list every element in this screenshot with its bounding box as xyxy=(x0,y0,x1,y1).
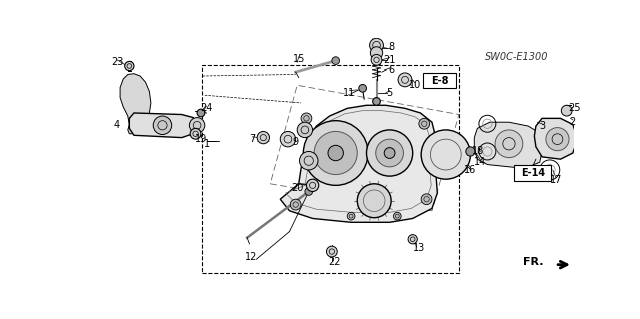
Text: SW0C-E1300: SW0C-E1300 xyxy=(485,52,548,62)
Polygon shape xyxy=(534,118,576,159)
Circle shape xyxy=(466,147,475,156)
Circle shape xyxy=(394,212,401,220)
Circle shape xyxy=(372,98,380,105)
Text: 17: 17 xyxy=(550,175,562,185)
Text: 3: 3 xyxy=(539,121,545,131)
Circle shape xyxy=(421,130,470,179)
Text: 13: 13 xyxy=(413,243,425,254)
Text: 25: 25 xyxy=(568,103,580,113)
Circle shape xyxy=(197,109,205,117)
Text: 8: 8 xyxy=(388,42,394,52)
Circle shape xyxy=(190,128,201,139)
Circle shape xyxy=(371,47,383,59)
Circle shape xyxy=(367,130,413,176)
Circle shape xyxy=(384,148,395,159)
Circle shape xyxy=(303,121,368,185)
Circle shape xyxy=(314,131,357,174)
Text: 4: 4 xyxy=(114,120,120,130)
Circle shape xyxy=(332,57,340,64)
Text: 12: 12 xyxy=(245,252,257,262)
Text: 11: 11 xyxy=(344,88,356,98)
Text: 24: 24 xyxy=(200,103,212,113)
Text: 10: 10 xyxy=(409,80,421,90)
FancyBboxPatch shape xyxy=(515,165,551,181)
Circle shape xyxy=(371,55,382,65)
Circle shape xyxy=(561,105,572,116)
Text: 14: 14 xyxy=(474,157,486,167)
Circle shape xyxy=(189,118,205,133)
Text: 19: 19 xyxy=(195,134,207,144)
Text: 22: 22 xyxy=(328,257,340,267)
Text: 15: 15 xyxy=(292,54,305,64)
Text: 18: 18 xyxy=(472,146,484,157)
Circle shape xyxy=(153,116,172,135)
FancyBboxPatch shape xyxy=(424,73,456,88)
Text: 6: 6 xyxy=(388,65,394,75)
Circle shape xyxy=(495,130,523,158)
Polygon shape xyxy=(120,74,151,134)
Text: 5: 5 xyxy=(387,88,393,98)
Circle shape xyxy=(357,184,391,218)
Circle shape xyxy=(280,131,296,147)
Text: E-14: E-14 xyxy=(521,168,545,178)
Text: 9: 9 xyxy=(292,137,299,147)
Circle shape xyxy=(348,212,355,220)
Circle shape xyxy=(398,73,412,87)
Circle shape xyxy=(546,128,569,151)
Circle shape xyxy=(421,194,432,204)
Text: 23: 23 xyxy=(111,57,124,67)
Circle shape xyxy=(297,122,312,137)
Circle shape xyxy=(326,246,337,257)
Circle shape xyxy=(419,118,429,129)
Bar xyxy=(202,65,459,273)
Circle shape xyxy=(307,179,319,191)
Circle shape xyxy=(369,38,383,52)
Text: 16: 16 xyxy=(465,165,477,175)
Text: 7: 7 xyxy=(250,134,255,144)
Circle shape xyxy=(305,188,312,195)
Circle shape xyxy=(408,235,417,244)
Circle shape xyxy=(301,113,312,124)
Text: E-8: E-8 xyxy=(431,76,449,85)
Circle shape xyxy=(300,152,318,170)
Text: 20: 20 xyxy=(291,183,303,193)
Circle shape xyxy=(125,61,134,70)
Text: 21: 21 xyxy=(383,55,396,65)
Text: FR.: FR. xyxy=(523,257,543,267)
Text: 2: 2 xyxy=(570,117,576,127)
Text: 1: 1 xyxy=(204,139,210,149)
Polygon shape xyxy=(280,105,437,222)
Circle shape xyxy=(257,131,269,144)
Circle shape xyxy=(291,199,301,210)
Polygon shape xyxy=(129,113,196,137)
Circle shape xyxy=(376,139,403,167)
Polygon shape xyxy=(474,122,542,168)
Circle shape xyxy=(328,145,344,161)
Circle shape xyxy=(359,85,367,92)
